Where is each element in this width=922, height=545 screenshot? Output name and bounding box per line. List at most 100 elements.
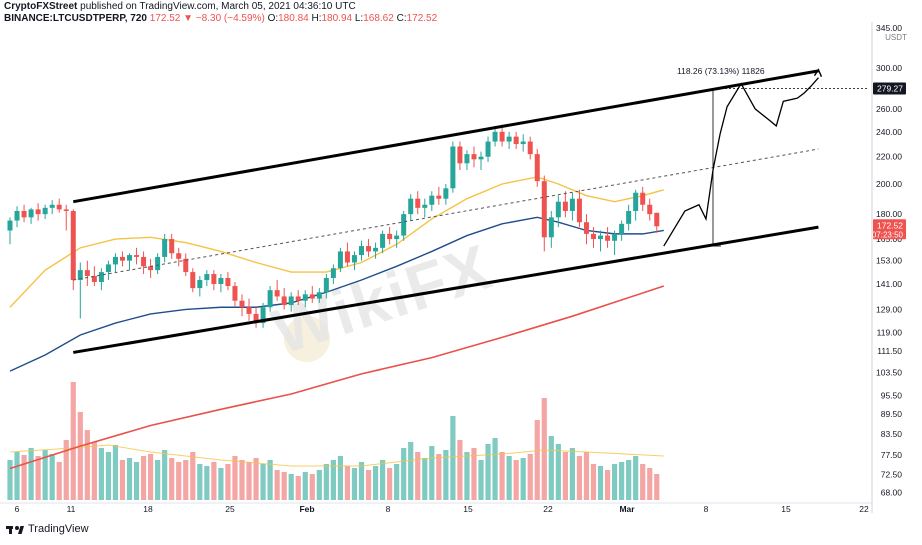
candle-body: [387, 233, 393, 240]
volume-bar: [590, 464, 597, 500]
price-tick-label: 200.00: [876, 179, 902, 189]
volume-bar: [295, 476, 301, 500]
candle-body: [408, 198, 414, 215]
volume-bar: [197, 464, 203, 500]
candle-body: [119, 256, 125, 261]
price-tick-label: 89.50: [881, 409, 903, 419]
volume-bar: [358, 462, 365, 500]
price-tick-label: 119.00: [877, 328, 903, 338]
measure-label: 118.26 (73.13%) 11826: [677, 66, 765, 76]
volume-bar: [218, 468, 224, 500]
volume-bar: [211, 462, 217, 500]
candle-body: [274, 290, 280, 297]
candle-body: [253, 313, 259, 324]
candle-body: [155, 256, 161, 271]
candle-body: [344, 251, 350, 263]
volume-bar: [274, 470, 280, 500]
volume-bar: [485, 444, 491, 500]
candle-body: [548, 217, 554, 238]
candle-body: [527, 141, 533, 155]
candle-body: [288, 296, 294, 306]
volume-bar: [450, 416, 456, 500]
candle-body: [443, 188, 449, 199]
candle-body: [598, 235, 604, 240]
volume-bar: [408, 442, 414, 500]
candle-body: [35, 209, 41, 215]
candle-body: [204, 274, 210, 280]
volume-bar: [422, 458, 428, 500]
time-tick-label: Feb: [299, 504, 314, 514]
time-tick-label: 25: [225, 504, 235, 514]
candle-body: [197, 279, 203, 289]
channel-mid-line[interactable]: [73, 148, 819, 281]
volume-bar: [169, 458, 175, 500]
candle-body: [267, 290, 273, 308]
channel-lower-line[interactable]: [73, 225, 819, 354]
volume-bar: [162, 450, 168, 500]
volume-bar: [471, 448, 477, 500]
candle-body: [499, 131, 505, 142]
candle-body: [478, 156, 484, 160]
volume-bar: [555, 444, 561, 500]
candle-body: [450, 146, 456, 189]
candle-body: [520, 141, 526, 145]
candle-body: [612, 233, 618, 241]
candle-body: [148, 266, 154, 271]
candle-body: [56, 204, 62, 210]
volume-bar: [499, 452, 505, 500]
price-tick-label: 260.00: [876, 104, 902, 114]
time-tick-label: 15: [463, 504, 473, 514]
time-tick-label: 22: [543, 504, 553, 514]
drawings: [73, 68, 869, 354]
candle-body: [633, 192, 639, 211]
volume-bar: [190, 452, 196, 500]
candle-body: [485, 141, 491, 157]
candle-body: [492, 131, 498, 142]
price-tick-label: 220.00: [876, 152, 902, 162]
volume-bar: [548, 436, 554, 500]
volume-bar: [105, 452, 112, 500]
volume-bar: [232, 456, 238, 500]
projection-path[interactable]: [663, 77, 819, 247]
candle-body: [183, 258, 189, 273]
price-tick-label: 111.50: [877, 346, 902, 356]
volume-bar: [443, 450, 449, 500]
candle-body: [14, 210, 20, 221]
open-value: 180.84: [278, 13, 309, 24]
indicator-lines: [9, 176, 665, 470]
volume-bar: [84, 430, 90, 500]
candle-body: [351, 255, 357, 263]
price-change: ▼ −8.30 (−4.59%): [183, 13, 265, 24]
publisher-name[interactable]: CryptoFXStreet: [4, 1, 78, 12]
channel-upper-line[interactable]: [73, 69, 819, 204]
last-price: 172.52: [149, 13, 181, 24]
volume-bar: [330, 460, 336, 500]
volume-bar: [365, 470, 372, 500]
volume-bar: [534, 420, 540, 500]
candle-body: [63, 209, 69, 211]
volume-bar: [387, 468, 393, 500]
candle-body: [7, 220, 13, 231]
candle-body: [534, 154, 540, 182]
price-tick-label: 141.00: [876, 279, 902, 289]
time-tick-label: 6: [15, 504, 20, 514]
symbol-label[interactable]: BINANCE:LTCUSDTPERP, 720: [4, 13, 147, 24]
low-value: 168.62: [363, 13, 394, 24]
high-label: H:: [311, 13, 322, 24]
candle-body: [295, 296, 301, 301]
candle-body: [98, 272, 104, 282]
tradingview-footer[interactable]: TradingView: [6, 523, 89, 535]
candle-body: [239, 300, 245, 308]
volume-bar: [260, 464, 266, 500]
volume-bar: [246, 462, 252, 500]
chart-header: CryptoFXStreet published on TradingView.…: [0, 0, 922, 26]
price-tick-label: 240.00: [876, 127, 902, 137]
volume-bar: [457, 440, 463, 500]
volume-bar: [21, 455, 27, 500]
axes: 345.00 300.00 260.00 240.00 220.00 200.00 180.…: [0, 22, 906, 514]
volume-bar: [647, 468, 653, 500]
candle-body: [302, 294, 308, 301]
published-text: published on TradingView.com, March 05, …: [80, 1, 356, 12]
